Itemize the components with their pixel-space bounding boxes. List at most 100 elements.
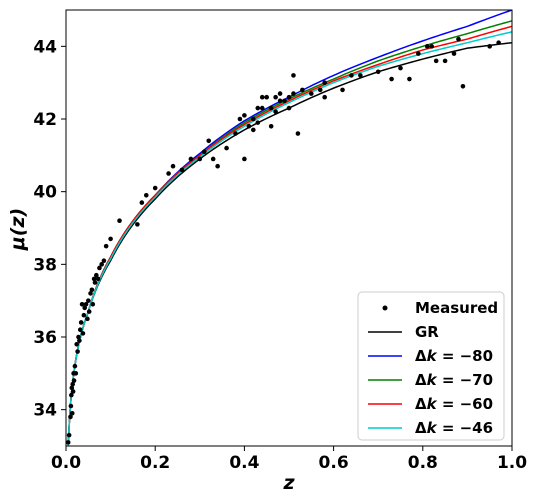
measured-point xyxy=(424,44,430,49)
measured-point xyxy=(268,123,274,129)
measured-point xyxy=(255,120,261,125)
legend-label: Δk = −60 xyxy=(415,395,493,413)
legend-box xyxy=(357,291,505,441)
y-tick-label: 34 xyxy=(33,401,57,421)
measured-point xyxy=(340,87,345,93)
measured-point xyxy=(291,91,296,96)
measured-point xyxy=(143,193,149,198)
measured-point xyxy=(300,87,305,93)
series-layer xyxy=(67,10,512,446)
legend-label: Δk = −80 xyxy=(415,347,493,365)
measured-point xyxy=(81,312,87,318)
measured-point xyxy=(188,156,194,162)
measured-point xyxy=(86,298,91,303)
y-tick-label: 40 xyxy=(33,183,57,203)
y-tick-label: 44 xyxy=(33,37,57,57)
measured-point xyxy=(72,363,78,369)
measured-point xyxy=(496,40,501,45)
measured-point xyxy=(85,316,90,322)
legend-label-measured: Measured xyxy=(415,299,498,317)
measured-point xyxy=(79,302,85,307)
measured-point xyxy=(286,105,292,111)
measured-point xyxy=(70,389,76,394)
legend: Measured GR Δk = −80 Δk = −70 Δk = −60 Δk = −… xyxy=(357,291,505,441)
measured-point xyxy=(349,73,354,78)
measured-point xyxy=(108,236,113,242)
measured-point xyxy=(237,116,243,122)
measured-point xyxy=(433,58,439,64)
measured-point xyxy=(210,156,216,162)
measured-point xyxy=(179,167,185,173)
x-tick-label: 0.8 xyxy=(408,453,438,473)
measured-point xyxy=(322,94,327,100)
measured-point xyxy=(117,218,122,224)
measured-point xyxy=(251,116,256,122)
x-tick-label: 0.2 xyxy=(140,453,170,473)
measured-point xyxy=(259,94,265,100)
measured-point xyxy=(103,243,109,249)
measured-point xyxy=(242,113,247,118)
measured-point xyxy=(166,171,171,176)
y-tick-label: 38 xyxy=(33,255,57,275)
measured-point xyxy=(90,302,96,307)
measured-point xyxy=(282,98,287,104)
measured-point xyxy=(68,414,73,420)
measured-point xyxy=(224,145,229,151)
measured-point xyxy=(317,87,323,93)
legend-label: Δk = −46 xyxy=(415,419,493,437)
measured-point xyxy=(77,327,83,333)
measured-point xyxy=(201,149,207,154)
measured-point xyxy=(66,432,72,438)
measured-point xyxy=(152,185,158,191)
measured-point xyxy=(94,272,99,278)
measured-point xyxy=(197,156,203,162)
measured-point xyxy=(273,109,278,115)
measured-point xyxy=(75,349,80,354)
measured-point xyxy=(242,156,247,162)
x-tick-label: 0.4 xyxy=(229,453,259,473)
x-tick-label: 0.6 xyxy=(319,453,349,473)
y-tick-label: 42 xyxy=(33,110,57,130)
measured-point xyxy=(456,36,461,42)
measured-point xyxy=(442,58,448,64)
measured-point xyxy=(277,91,283,96)
y-axis-label: μ(z) xyxy=(7,208,29,251)
y-axis: 34 36 38 40 42 44 xyxy=(33,37,66,421)
legend-label: Δk = −70 xyxy=(415,371,493,389)
measured-point xyxy=(69,411,75,416)
y-tick-label: 36 xyxy=(33,328,57,348)
measured-point xyxy=(233,131,238,136)
measured-point xyxy=(286,94,292,100)
measured-point xyxy=(135,222,140,227)
measured-point xyxy=(82,305,88,311)
measured-point xyxy=(139,200,145,205)
measured-point xyxy=(95,276,101,282)
measured-point xyxy=(389,76,394,82)
measured-point xyxy=(375,69,381,75)
legend-label: GR xyxy=(415,323,439,341)
measured-point xyxy=(78,320,84,325)
measured-point xyxy=(74,341,79,347)
measured-point xyxy=(92,280,98,285)
x-tick-label: 0.0 xyxy=(51,453,81,473)
measured-point xyxy=(101,258,107,264)
measured-point xyxy=(309,91,314,96)
measured-points xyxy=(65,36,501,445)
measured-point xyxy=(322,80,327,85)
measured-point xyxy=(460,84,466,89)
measured-point xyxy=(487,44,493,49)
measured-point xyxy=(295,131,301,136)
measured-point xyxy=(215,163,220,169)
measured-point xyxy=(277,98,283,104)
x-tick-label: 1.0 xyxy=(497,453,527,473)
measured-point xyxy=(246,123,252,129)
measured-point xyxy=(76,334,81,340)
plot-frame xyxy=(65,9,513,447)
measured-point xyxy=(268,105,274,111)
measured-point xyxy=(358,73,363,78)
measured-point xyxy=(416,51,421,56)
measured-point xyxy=(88,291,93,296)
measured-point xyxy=(273,94,278,100)
measured-point xyxy=(251,127,256,133)
